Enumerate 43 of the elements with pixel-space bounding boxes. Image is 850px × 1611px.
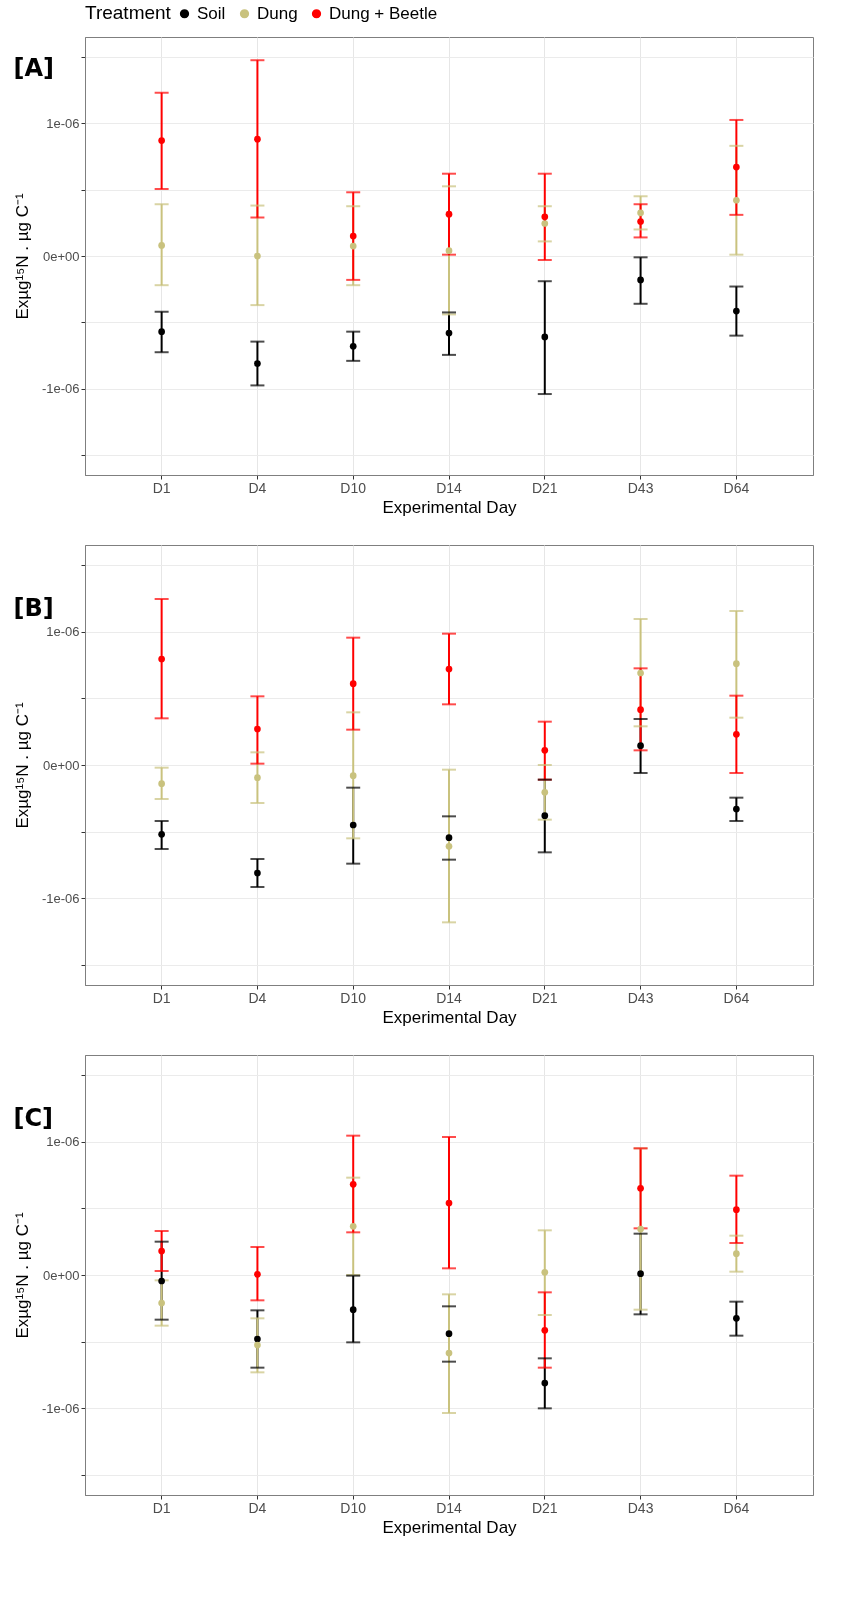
text: [C] — [13, 1104, 53, 1132]
x-tick-label: D1 — [152, 989, 171, 1006]
x-tick-label: D64 — [723, 989, 750, 1006]
x-tick-label: D1 — [152, 479, 171, 496]
legend-label: Dung — [257, 3, 298, 23]
x-tick-label: D21 — [531, 1499, 558, 1516]
y-tick-label: 0e+00 — [42, 248, 80, 264]
x-tick-label: D43 — [627, 1499, 654, 1516]
legend-label: Soil — [197, 3, 226, 23]
legend-title: Treatment — [85, 2, 172, 23]
y-tick-label: 1e-06 — [46, 624, 80, 640]
x-tick-label: D1 — [152, 1499, 171, 1516]
x-tick-label: D14 — [436, 479, 463, 496]
legend-label: Dung + Beetle — [329, 3, 438, 23]
x-tick-label: D4 — [248, 1499, 267, 1516]
y-tick-label: -1e-06 — [41, 890, 80, 906]
text: [B] — [13, 594, 54, 622]
x-tick-label: D64 — [723, 1499, 750, 1516]
x-tick-label: D21 — [531, 989, 558, 1006]
x-tick-label: D14 — [436, 1499, 463, 1516]
x-tick-label: D64 — [723, 479, 750, 496]
x-axis-title: Experimental Day — [382, 1517, 518, 1537]
x-tick-label: D4 — [248, 479, 267, 496]
y-tick-label: 1e-06 — [46, 115, 80, 131]
y-tick-label: 1e-06 — [46, 1134, 80, 1150]
y-tick-label: 0e+00 — [42, 757, 80, 773]
y-tick-label: -1e-06 — [41, 381, 80, 397]
x-tick-label: D4 — [248, 989, 267, 1006]
x-tick-label: D14 — [436, 989, 463, 1006]
x-tick-label: D10 — [340, 989, 367, 1006]
y-tick-label: 0e+00 — [42, 1267, 80, 1283]
x-axis-title: Experimental Day — [382, 1007, 518, 1027]
x-tick-label: D43 — [627, 989, 654, 1006]
text: [A] — [13, 54, 54, 82]
y-axis-title: Exµg¹⁵N . µg C⁻¹ — [12, 193, 32, 320]
x-tick-label: D10 — [340, 1499, 367, 1516]
x-tick-label: D10 — [340, 479, 367, 496]
y-axis-title: Exµg¹⁵N . µg C⁻¹ — [12, 702, 32, 829]
y-tick-label: -1e-06 — [41, 1400, 80, 1416]
x-tick-label: D43 — [627, 479, 654, 496]
x-tick-label: D21 — [531, 479, 558, 496]
x-axis-title: Experimental Day — [382, 497, 518, 517]
y-axis-title: Exµg¹⁵N . µg C⁻¹ — [12, 1212, 32, 1339]
